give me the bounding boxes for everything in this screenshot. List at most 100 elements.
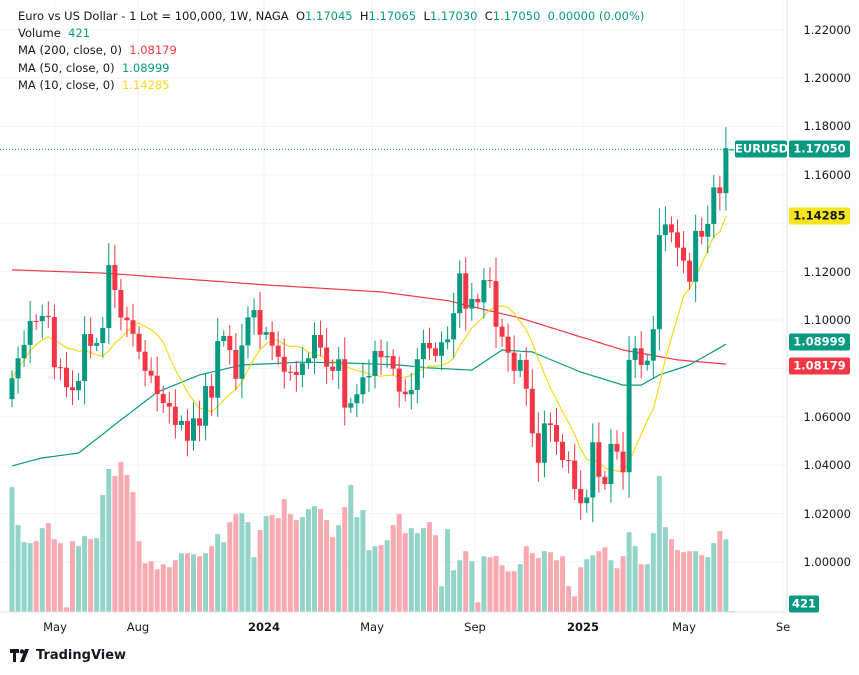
price-chart[interactable] (0, 0, 859, 645)
volume-bar (275, 518, 281, 612)
volume-bar (378, 545, 384, 612)
volume-bar (45, 523, 51, 612)
candle-body (215, 341, 221, 398)
candle-body (560, 441, 566, 461)
candle-body (33, 320, 39, 322)
candle-body (227, 335, 233, 351)
candle-body (596, 442, 602, 477)
volume-bar (511, 571, 517, 612)
volume-bar (299, 517, 305, 612)
volume-bar (112, 476, 118, 612)
candle-body (390, 356, 396, 369)
volume-bar (529, 553, 535, 612)
ma200-badge: 1.08179 (789, 357, 850, 375)
candle-body (251, 310, 257, 318)
volume-bar (76, 546, 82, 612)
legend-ma50-row[interactable]: MA (50, close, 0) 1.08999 (18, 60, 644, 77)
candle-body (433, 348, 438, 356)
volume-bar (287, 514, 293, 612)
candle-body (523, 359, 529, 389)
volume-bar (729, 610, 735, 612)
volume-bar (106, 469, 112, 612)
volume-bar (517, 564, 523, 612)
candle-body (723, 148, 729, 194)
volume-bar (547, 552, 553, 612)
volume-bar (650, 533, 656, 612)
candle-body (124, 317, 130, 321)
candle-body (414, 359, 420, 390)
candle-body (687, 260, 693, 282)
volume-bar (711, 543, 717, 612)
change-value: 0.00000 (0.00%) (547, 9, 645, 23)
volume-bar (590, 555, 596, 612)
symbol-badge: EURUSD (735, 140, 789, 158)
candle-body (57, 367, 63, 369)
volume-bar (626, 532, 632, 612)
close-value: 1.17050 (492, 9, 541, 23)
tradingview-logo[interactable]: TradingView (10, 648, 126, 663)
candle-body (445, 339, 451, 343)
volume-bar (705, 557, 711, 612)
candle-body (184, 420, 190, 441)
volume-bar (560, 556, 566, 612)
candle-body (336, 359, 342, 371)
volume-bar (426, 522, 432, 612)
candle-body (15, 358, 21, 379)
candle-body (493, 281, 499, 327)
volume-bar (723, 539, 729, 612)
volume-bar (27, 543, 33, 612)
volume-bar (197, 556, 203, 612)
volume-bar (142, 563, 148, 612)
chart-legend: Euro vs US Dollar - 1 Lot = 100,000, 1W,… (18, 8, 644, 94)
ma50-value: 1.08999 (121, 60, 170, 75)
candle-body (88, 334, 94, 346)
candle-body (396, 368, 402, 392)
candle-body (650, 329, 656, 361)
ma10-line (11, 216, 727, 473)
candles (9, 126, 735, 523)
candle-body (541, 423, 547, 463)
volume-bar (184, 553, 190, 612)
volume-bar (372, 546, 378, 612)
candle-body (293, 372, 299, 375)
volume-bar (620, 556, 626, 612)
volume-bar (9, 487, 15, 612)
candle-body (439, 342, 445, 356)
volume-bar (136, 541, 142, 612)
candle-body (572, 460, 578, 489)
volume-bar (656, 476, 662, 612)
volume-bar (348, 485, 354, 612)
volume-bar (384, 540, 390, 612)
volume-bar (191, 554, 196, 612)
candle-body (305, 358, 311, 364)
legend-volume-row[interactable]: Volume 421 (18, 25, 644, 42)
candle-body (402, 391, 408, 395)
candle-body (160, 394, 166, 404)
candle-body (705, 223, 711, 237)
last-price-badge: 1.17050 (789, 140, 850, 158)
candle-body (354, 394, 360, 404)
volume-bar (172, 560, 178, 612)
candle-body (366, 375, 372, 378)
candle-body (203, 386, 209, 426)
volume-bar (324, 520, 330, 612)
volume-bar (445, 529, 451, 612)
volume-bar (535, 558, 541, 612)
candle-body (63, 367, 69, 388)
volume-bar (433, 535, 438, 612)
legend-ma10-row[interactable]: MA (10, close, 0) 1.14285 (18, 77, 644, 94)
legend-ma200-row[interactable]: MA (200, close, 0) 1.08179 (18, 42, 644, 59)
volume-bar (487, 557, 493, 612)
volume-bar (281, 499, 287, 612)
candle-body (51, 317, 57, 368)
volume-bar (687, 551, 693, 612)
candle-body (342, 359, 348, 408)
volume-bar (269, 515, 275, 612)
candle-body (118, 289, 124, 318)
ma50-badge: 1.08999 (789, 333, 850, 351)
candle-body (178, 420, 184, 426)
candle-body (426, 342, 432, 349)
candle-body (566, 460, 572, 462)
candle-body (529, 388, 535, 434)
candle-body (233, 350, 239, 379)
